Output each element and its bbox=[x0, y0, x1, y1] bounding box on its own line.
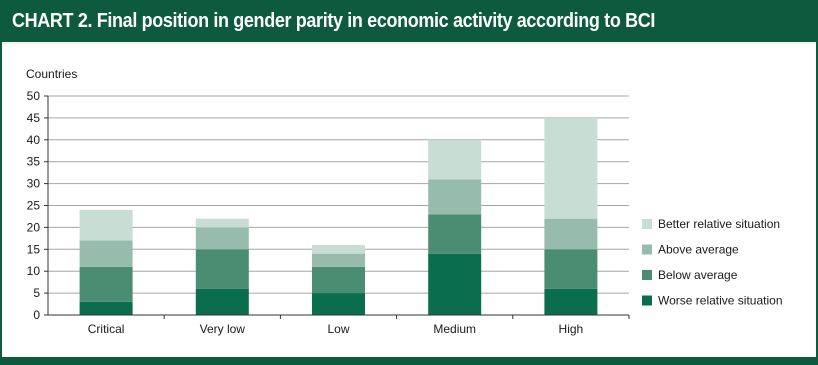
legend: Better relative situation Above average Be… bbox=[642, 217, 783, 308]
bar-segment bbox=[195, 218, 249, 228]
legend-swatch bbox=[642, 244, 652, 255]
bar-segment bbox=[312, 253, 365, 267]
x-tick-label: Low bbox=[327, 322, 349, 336]
legend-swatch bbox=[642, 219, 652, 229]
bar-segment bbox=[79, 240, 133, 267]
legend-label: Below average bbox=[658, 268, 738, 282]
legend-label: Above average bbox=[658, 243, 739, 257]
bar-segment bbox=[79, 301, 133, 315]
legend-label: Worse relative situation bbox=[658, 294, 783, 308]
y-tick-label: 20 bbox=[27, 220, 41, 234]
y-tick-label: 15 bbox=[27, 242, 41, 256]
bar-segment bbox=[79, 266, 133, 302]
bar-segment bbox=[544, 117, 598, 219]
y-tick-label: 5 bbox=[33, 286, 40, 300]
footer-bar bbox=[2, 357, 816, 365]
y-tick-label: 30 bbox=[27, 177, 41, 191]
x-tick-label: Medium bbox=[433, 322, 476, 336]
bar-segment bbox=[544, 218, 598, 250]
bar-segment bbox=[428, 214, 482, 254]
bar-segment bbox=[312, 244, 365, 254]
legend-swatch bbox=[642, 270, 652, 280]
y-axis-label: Countries bbox=[26, 67, 77, 81]
x-tick-labels: Critical Very low Low Medium High bbox=[88, 322, 583, 336]
bar-segment bbox=[428, 179, 482, 215]
legend-label: Better relative situation bbox=[658, 217, 780, 231]
axes-group bbox=[44, 95, 630, 319]
y-tick-label: 10 bbox=[27, 264, 41, 278]
bar-segment bbox=[79, 209, 133, 241]
y-tick-label: 45 bbox=[27, 111, 41, 125]
bar-segment bbox=[312, 266, 365, 294]
title-bar: CHART 2. Final position in gender parity… bbox=[2, 2, 816, 44]
y-tick-label: 40 bbox=[27, 133, 41, 147]
bar-segment bbox=[195, 227, 249, 250]
y-tick-label: 25 bbox=[27, 199, 41, 213]
y-tick-label: 0 bbox=[33, 308, 40, 322]
chart-area: Countries 0 5 10 15 20 25 30 35 40 45 50 Critical V… bbox=[2, 44, 816, 357]
x-tick-label: Very low bbox=[200, 322, 246, 336]
bar-segment bbox=[195, 288, 249, 315]
chart-title: CHART 2. Final position in gender parity… bbox=[12, 10, 656, 32]
x-tick-label: Critical bbox=[88, 322, 125, 336]
y-tick-label: 50 bbox=[27, 89, 41, 103]
bar-segment bbox=[312, 293, 365, 315]
bar-segment bbox=[428, 253, 482, 315]
legend-swatch bbox=[642, 295, 652, 306]
y-tick-labels: 0 5 10 15 20 25 30 35 40 45 50 bbox=[27, 89, 41, 322]
bar-segment bbox=[195, 249, 249, 289]
stacked-bar-chart: Countries 0 5 10 15 20 25 30 35 40 45 50 Critical V… bbox=[26, 67, 783, 336]
bar-segment bbox=[428, 139, 482, 180]
bars-group bbox=[79, 117, 598, 315]
y-tick-label: 35 bbox=[27, 155, 41, 169]
bar-segment bbox=[544, 249, 598, 289]
bar-segment bbox=[544, 288, 598, 315]
gridlines bbox=[48, 95, 629, 294]
x-tick-label: High bbox=[559, 322, 584, 336]
